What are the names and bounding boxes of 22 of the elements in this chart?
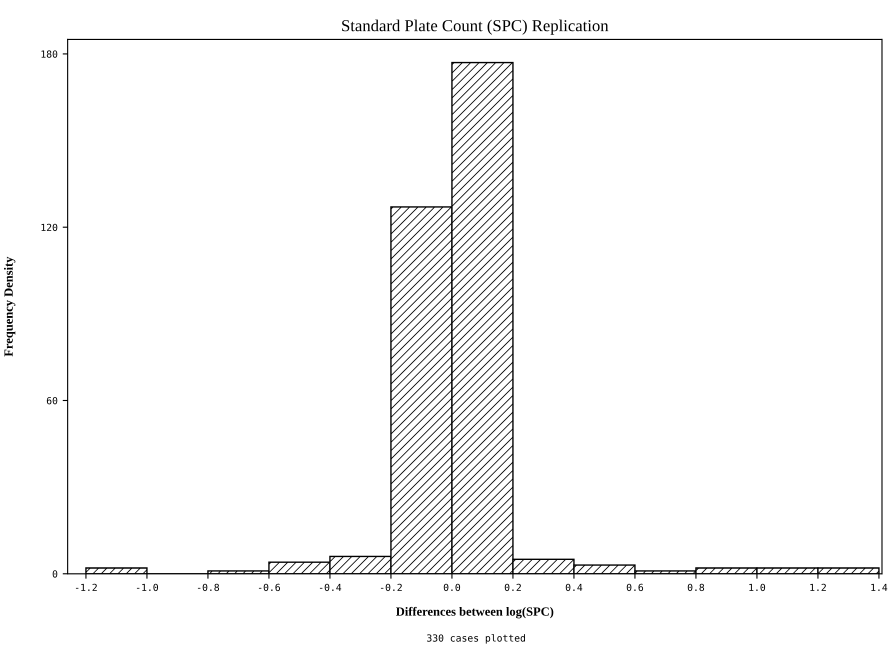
x-tick-label: 0.2 — [504, 584, 521, 592]
text: 330 cases plotted — [427, 634, 525, 644]
x-tick-label: 0.6 — [626, 584, 644, 592]
y-tick-label: 0 — [52, 570, 58, 578]
x-tick-label: 0.4 — [566, 584, 582, 592]
x-tick-label: 0.0 — [444, 584, 460, 592]
y-tick-label: 180 — [42, 50, 58, 58]
x-tick-label: -0.8 — [198, 584, 220, 592]
x-tick-label: 0.8 — [688, 584, 704, 592]
y-tick-label: 60 — [46, 396, 58, 404]
chart-title: Standard Plate Count (SPC) Replication — [342, 20, 608, 35]
x-tick-label: -1.2 — [76, 584, 97, 591]
x-tick-label: -0.4 — [320, 584, 342, 592]
x-tick-label: -0.6 — [258, 584, 280, 592]
y-axis-title: Frequency Density — [4, 256, 16, 356]
x-tick-label: 1.2 — [810, 584, 826, 591]
x-tick-label: 1.0 — [749, 584, 766, 592]
x-tick-label: 1.4 — [871, 584, 888, 591]
x-tick-label: -1.0 — [136, 584, 158, 592]
y-tick-label: 120 — [42, 224, 58, 232]
x-axis-title: Differences between log(SPC) — [396, 606, 554, 618]
x-tick-label: -0.2 — [380, 584, 402, 592]
